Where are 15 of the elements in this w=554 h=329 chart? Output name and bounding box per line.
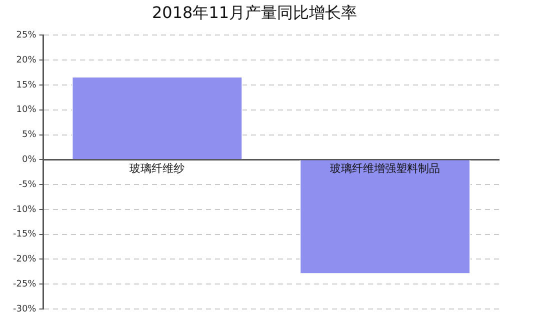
y-tick-label: -15%: [12, 230, 37, 240]
y-tick-label: 5%: [22, 130, 37, 140]
y-tick-label: -20%: [12, 254, 37, 265]
y-tick-label: 10%: [16, 105, 37, 116]
y-tick-label: 20%: [16, 55, 37, 66]
y-tick-label: 0%: [22, 155, 37, 165]
y-tick-label: -5%: [18, 180, 37, 190]
y-tick-label: 25%: [16, 30, 37, 41]
y-tick-label: -10%: [12, 204, 37, 215]
chart-title: 2018年11月产量同比增长率: [152, 2, 358, 22]
y-tick-label: 15%: [16, 80, 37, 90]
x-tick-label: 玻璃纤维增强塑料制品: [330, 162, 440, 176]
y-tick-label: -25%: [12, 279, 37, 290]
x-tick-label: 玻璃纤维纱: [130, 162, 185, 176]
y-tick-label: -30%: [12, 304, 37, 314]
